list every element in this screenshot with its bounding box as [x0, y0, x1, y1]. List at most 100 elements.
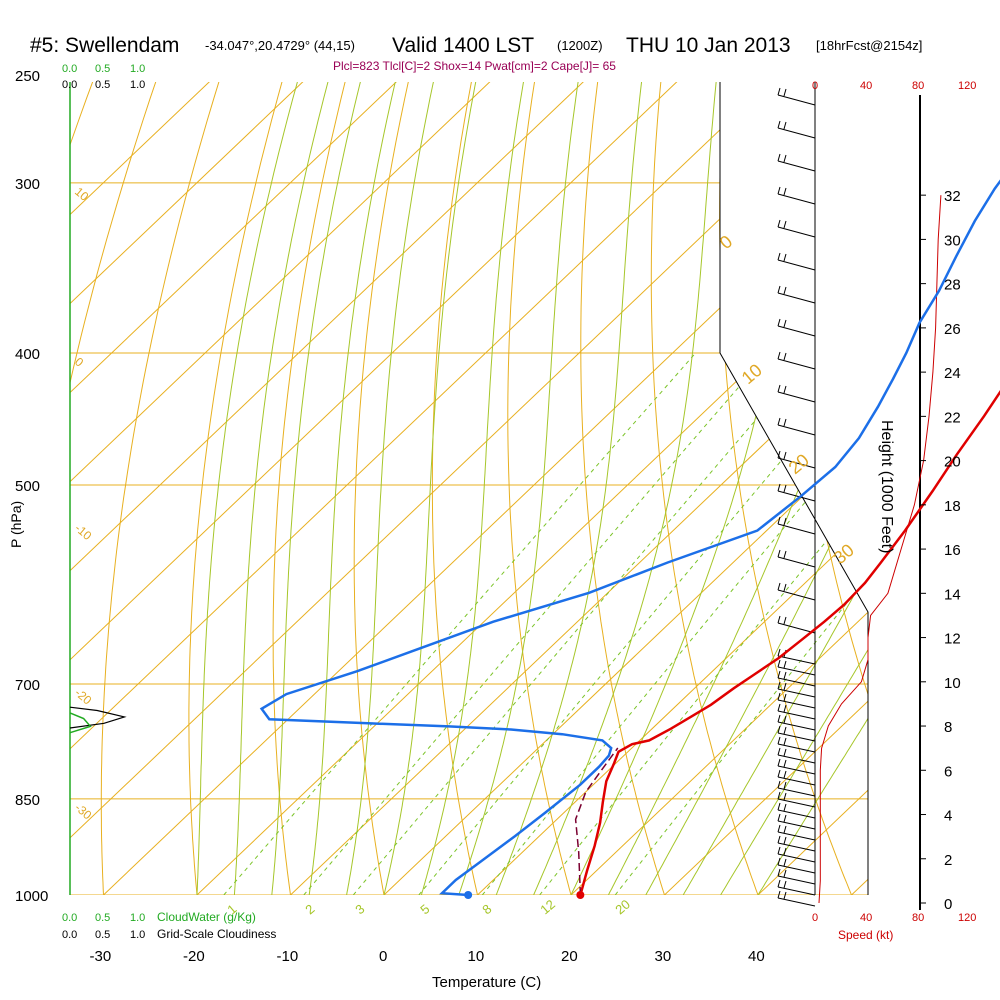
wind-barb-flag: [777, 318, 781, 327]
mixing-ratio-line: [223, 352, 696, 895]
height-boundary-line: [719, 82, 869, 895]
wind-barb: [777, 87, 816, 106]
wind-barb: [777, 670, 816, 687]
wind-barb-shaft: [777, 754, 816, 764]
sounding-traces: [69, 87, 1000, 907]
wind-barb-flag: [783, 803, 787, 812]
height-tick-label: 4: [944, 808, 952, 825]
height-tick-label: 16: [944, 542, 961, 559]
wind-barb-flag: [783, 693, 787, 702]
valid-date: THU 10 Jan 2013: [626, 34, 791, 57]
temperature-tick-label: 30: [655, 948, 672, 965]
height-tick-label: 8: [944, 719, 952, 736]
wind-barb-flag: [783, 781, 787, 790]
wind-barb: [777, 450, 816, 469]
wind-barb-flag: [777, 780, 781, 789]
dry-adiabat-line: [70, 82, 159, 895]
moist-adiabat-line: [420, 82, 526, 895]
wind-barb-shaft: [777, 831, 816, 841]
wind-barb-flag: [783, 825, 787, 834]
wind-barb-flag: [777, 648, 781, 657]
wind-barb: [777, 890, 816, 907]
wind-barb-flag: [783, 880, 787, 889]
wind-barb-flag: [777, 670, 781, 679]
wind-barb-shaft: [777, 127, 816, 139]
wind-barb-flag: [783, 671, 787, 680]
moist-adiabat-line: [495, 82, 643, 895]
wind-barb-shaft: [777, 666, 816, 676]
wind-barb-flag: [783, 517, 787, 526]
wind-barb-flag: [783, 583, 787, 592]
wind-barb-flag: [777, 186, 781, 195]
height-tick-label: 22: [944, 409, 961, 426]
isotherm-line: [70, 82, 217, 895]
wind-barb-flag: [783, 286, 787, 295]
speed-tick-bottom: 0: [812, 912, 818, 924]
wind-barb-flag: [783, 484, 787, 493]
wind-barb-shaft: [777, 776, 816, 786]
wind-barb-flag: [777, 549, 781, 558]
wind-barb-shaft: [777, 391, 816, 403]
wind-barb: [777, 879, 816, 896]
wind-barb-flag: [777, 87, 781, 96]
wind-barb: [777, 186, 816, 205]
wind-barb-flag: [777, 417, 781, 426]
pressure-tick-label: 500: [15, 478, 40, 495]
wind-barb: [777, 615, 816, 634]
height-axis-label: Height (1000 Feet): [878, 420, 895, 553]
wind-barb: [777, 791, 816, 808]
wind-barb-shaft: [777, 160, 816, 172]
wind-barb-flag: [783, 88, 787, 97]
wind-barb-flag: [777, 890, 781, 899]
dry-adiabat-line: [353, 82, 411, 895]
cloudwater-tick-top: 0.0: [62, 63, 77, 75]
cloudiness-tick-top: 0.5: [95, 79, 110, 91]
height-tick-label: 32: [944, 188, 961, 205]
wind-barb: [777, 219, 816, 238]
height-tick-label: 10: [944, 675, 961, 692]
mixing-ratio-line: [352, 352, 814, 895]
wind-barb-flag: [783, 792, 787, 801]
wind-barb-flag: [783, 682, 787, 691]
wind-barb-flag: [777, 791, 781, 800]
cloudwater-line: [69, 712, 92, 734]
y-axis-label: P (hPa): [8, 501, 24, 548]
moist-adiabat-line: [682, 82, 868, 895]
height-tick-label: 24: [944, 365, 961, 382]
speed-axis-label: Speed (kt): [838, 928, 893, 942]
dry-adiabat-line: [100, 82, 222, 895]
moist-adiabat-line: [533, 82, 718, 895]
wind-barb-flag: [777, 153, 781, 162]
wind-barb: [777, 736, 816, 753]
grid-lines: [70, 82, 868, 895]
wind-barb-shaft: [777, 688, 816, 698]
wind-barb: [777, 769, 816, 786]
height-tick-label: 20: [944, 454, 961, 471]
temperature-tick-label: 40: [748, 948, 765, 965]
wind-barb-flag: [777, 747, 781, 756]
mixing-ratio-line: [418, 352, 868, 895]
wind-barb-flag: [777, 857, 781, 866]
moist-adiabat-line: [271, 82, 363, 895]
wind-barb: [777, 692, 816, 709]
station-title: #5: Swellendam: [30, 34, 179, 57]
cloudwater-tick-top: 1.0: [130, 63, 145, 75]
wind-barb-shaft: [777, 897, 816, 907]
wind-barb: [777, 868, 816, 885]
temperature-tick-label: 20: [561, 948, 578, 965]
wind-barb: [777, 813, 816, 830]
parcel-trace: [574, 747, 619, 896]
wind-barb-shaft: [777, 589, 816, 601]
valid-time: Valid 1400 LST: [392, 34, 534, 57]
wind-barb-flag: [783, 319, 787, 328]
wind-barb: [777, 351, 816, 370]
wind-barb-flag: [777, 736, 781, 745]
wind-barb-flag: [783, 847, 787, 856]
dewpoint-trace: [259, 179, 1000, 897]
wind-barb-shaft: [777, 886, 816, 896]
height-tick-label: 30: [944, 232, 961, 249]
wind-barb-flag: [777, 835, 781, 844]
temperature-tick-label: -30: [90, 948, 112, 965]
wind-barb-shaft: [777, 743, 816, 753]
wind-barb-flag: [783, 385, 787, 394]
